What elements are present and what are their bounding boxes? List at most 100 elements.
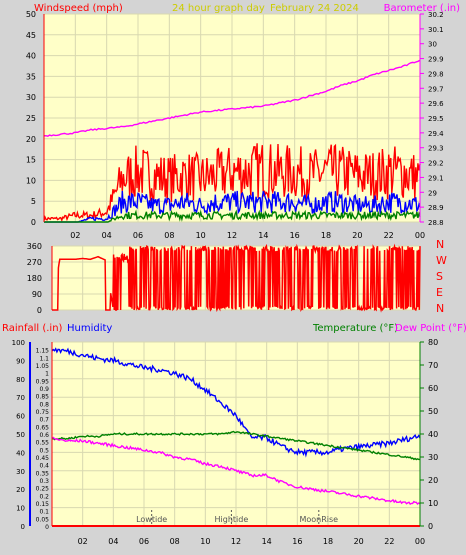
rain-y-tick-label: 1.15	[36, 348, 50, 355]
temp-x-tick-label: 16	[292, 537, 302, 546]
wind-y-tick-label: 25	[26, 114, 36, 123]
temp-x-tick-label: 14	[262, 537, 272, 546]
barometer-y-tick-label: 29.1	[428, 174, 444, 182]
barometer-series	[43, 59, 421, 137]
wind-y-tick-label: 50	[26, 10, 36, 19]
wind-y-tick-label: 35	[26, 72, 36, 81]
rain-y-tick-label: 0.75	[36, 409, 50, 416]
rainfall-axis-title: Rainfall (.in)	[2, 323, 63, 334]
rain-y-tick-label: 0.95	[36, 378, 50, 385]
windspeed-axis-title: Windspeed (mph)	[34, 3, 123, 14]
rain-y-tick-label: 0.2	[39, 493, 49, 500]
barometer-y-tick-label: 29.2	[428, 160, 444, 168]
rain-y-tick-label: 0.9	[39, 386, 49, 393]
event-marker-label: MoonRise	[299, 515, 338, 524]
wind-y-tick-label: 30	[26, 93, 36, 102]
humidity-y-tick-label: 50	[16, 431, 25, 439]
temp-y-tick-label: 20	[428, 476, 438, 485]
direction-ticks: 0 90 180 270 360	[27, 242, 42, 315]
wind-x-tick-label: 18	[321, 231, 331, 240]
rain-y-tick-label: 0.7	[39, 417, 49, 424]
humidity-y-tick-label: 60	[16, 413, 25, 421]
temp-x-tick-label: 04	[108, 537, 118, 546]
temperature-axis-title: Temperature (°F)	[312, 323, 398, 334]
humidity-y-tick-label: 80	[16, 376, 25, 384]
barometer-y-tick-label: 29.6	[428, 100, 444, 108]
temp-ticks: 02 04 06 08 10 12 14 16 18 20 22 0 0 0 10 20 30 40 50 60 70 8…	[12, 338, 439, 546]
temperature-series	[51, 430, 420, 461]
wind-x-tick-label: 00	[415, 231, 425, 240]
humidity-y-tick-label: 70	[16, 394, 25, 402]
temp-x-tick-label: 12	[231, 537, 241, 546]
temp-x-tick-label: 22	[384, 537, 394, 546]
barometer-y-tick-label: 29	[428, 189, 437, 197]
temp-x-tick-label: 02	[78, 537, 88, 546]
graph-date: February 24 2024	[270, 3, 359, 14]
temp-x-tick-label: 18	[323, 537, 333, 546]
wind-y-tick-label: 5	[31, 197, 36, 206]
event-marker-label: Hightide	[215, 515, 249, 524]
wind-gust-series	[43, 143, 421, 222]
rain-y-tick-label: 0.25	[36, 486, 50, 493]
rain-y-tick-label: 0.05	[36, 516, 50, 523]
temperature-humidity-panel: Lowtide Hightide MoonRise 02 04 06 08 10 12 14 16…	[12, 338, 439, 546]
compass-letter: W	[436, 254, 447, 267]
temp-y-tick-label: 30	[428, 453, 438, 462]
graph-title: 24 hour graph day	[172, 3, 265, 14]
humidity-y-tick-label: 20	[16, 486, 25, 494]
barometer-axis-title: Barometer (.in)	[384, 3, 460, 14]
event-marker-label: Lowtide	[136, 515, 167, 524]
rain-y-tick-label: 0.1	[39, 509, 49, 516]
temp-x-tick-label: 08	[170, 537, 180, 546]
rain-y-tick-label: 0	[45, 524, 49, 531]
temp-x-tick-label: 06	[139, 537, 149, 546]
rain-y-tick-label: 0.3	[39, 478, 49, 485]
temp-y-tick-label: 60	[428, 384, 438, 393]
wind-y-tick-label: 0	[31, 218, 36, 227]
wind-average-series	[44, 190, 421, 223]
barometer-y-tick-label: 29.3	[428, 145, 444, 153]
humidity-y-tick-label: 100	[12, 339, 25, 347]
wind-x-tick-label: 02	[70, 231, 80, 240]
barometer-y-tick-label: 28.8	[428, 219, 444, 227]
barometer-y-tick-label: 30.1	[428, 26, 444, 34]
rain-y-tick-label: 0.85	[36, 394, 50, 401]
wind-x-tick-label: 22	[384, 231, 394, 240]
wind-y-tick-label: 40	[26, 52, 36, 61]
barometer-y-tick-label: 29.8	[428, 70, 444, 78]
barometer-y-tick-label: 29.9	[428, 56, 444, 64]
temp-x-tick-label: 10	[200, 537, 210, 546]
compass-letter: N	[436, 302, 444, 315]
wind-x-tick-label: 06	[133, 231, 143, 240]
humidity-series	[51, 347, 421, 458]
rain-y-tick-label: 0.8	[39, 401, 49, 408]
wind-ticks: 02 04 06 08 10 12 14 16 18 20 22 000510152025303540…	[26, 10, 444, 240]
wind-x-tick-label: 14	[258, 231, 268, 240]
direction-y-tick-label: 360	[27, 242, 42, 251]
direction-series-layer	[52, 243, 421, 313]
humidity-y-tick-label: 0	[21, 523, 25, 531]
wind-y-tick-label: 10	[26, 176, 36, 185]
humidity-y-tick-label: 30	[16, 468, 25, 476]
wind-direction-series	[52, 243, 421, 313]
wind-x-tick-label: 12	[227, 231, 237, 240]
wind-y-tick-label: 15	[26, 156, 36, 165]
rain-y-tick-label: 1.1	[39, 355, 49, 362]
rain-y-tick-label: 0.15	[36, 501, 50, 508]
direction-y-tick-label: 90	[32, 290, 42, 299]
temp-y-tick-label: 0	[428, 522, 433, 531]
humidity-y-tick-label: 40	[16, 449, 25, 457]
wind-x-tick-label: 04	[102, 231, 112, 240]
temp-y-tick-label: 10	[428, 499, 438, 508]
rain-y-tick-label: 1.05	[36, 363, 50, 370]
wind-x-tick-label: 08	[164, 231, 174, 240]
temp-x-tick-label: 20	[354, 537, 364, 546]
wind-y-tick-label: 20	[26, 135, 36, 144]
barometer-y-tick-label: 29.7	[428, 85, 444, 93]
rain-y-tick-label: 0.5	[39, 447, 49, 454]
wind-series-layer	[43, 59, 421, 223]
rain-y-tick-label: 0.6	[39, 432, 49, 439]
humidity-y-tick-label: 10	[16, 505, 25, 513]
